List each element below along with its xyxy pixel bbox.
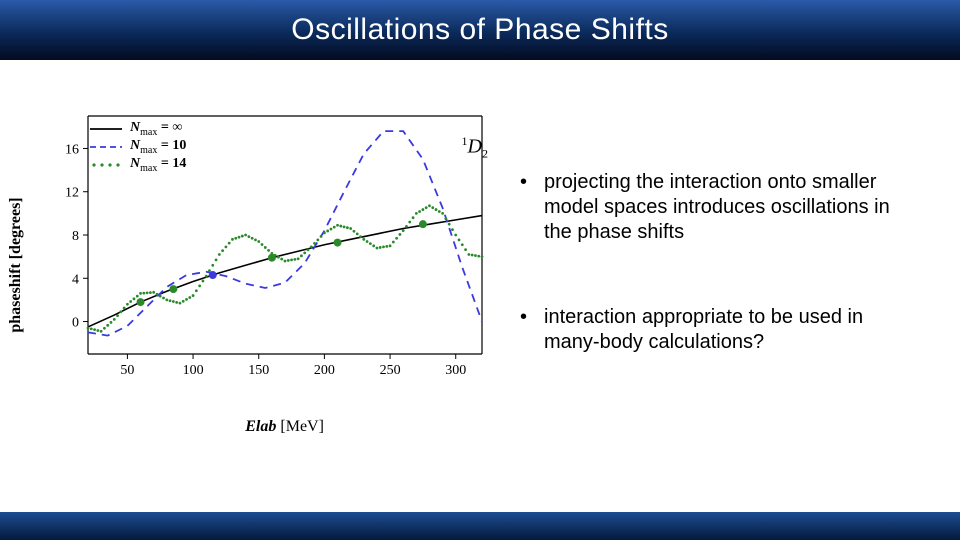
slide-title: Oscillations of Phase Shifts (291, 13, 669, 47)
chart-wrap: phaseshift [degrees] Elab [MeV] 50100150… (20, 100, 510, 430)
xlabel-var: Elab (245, 418, 276, 435)
svg-text:4: 4 (72, 272, 79, 287)
text-column: projecting the interaction onto smaller … (510, 100, 930, 520)
xlabel-unit: [MeV] (280, 418, 324, 435)
svg-text:16: 16 (65, 142, 79, 157)
legend-row: Nmax = 14 (88, 156, 186, 174)
legend-row: Nmax = ∞ (88, 120, 186, 138)
legend-label: Nmax = 14 (130, 156, 186, 174)
bullet-item: interaction appropriate to be used in ma… (510, 305, 910, 355)
x-axis-label: Elab [MeV] (245, 418, 324, 436)
svg-text:50: 50 (120, 363, 134, 378)
content-area: phaseshift [degrees] Elab [MeV] 50 100 150… (0, 60, 960, 540)
y-axis-label: phaseshift [degrees] (7, 197, 25, 332)
svg-text:0: 0 (72, 316, 79, 331)
svg-text:300: 300 (445, 363, 466, 378)
legend-swatch (88, 138, 124, 156)
legend-row: Nmax = 10 (88, 138, 186, 156)
title-bar: Oscillations of Phase Shifts (0, 0, 960, 60)
slide: Oscillations of Phase Shifts phaseshift … (0, 0, 960, 540)
bullet-item: projecting the interaction onto smaller … (510, 170, 910, 245)
svg-text:12: 12 (65, 186, 79, 201)
svg-text:200: 200 (314, 363, 335, 378)
bullet-list: projecting the interaction onto smaller … (510, 170, 910, 355)
chart-legend: Nmax = ∞Nmax = 10Nmax = 14 (88, 120, 186, 174)
partial-wave-label: 1D2 (462, 134, 488, 162)
legend-swatch (88, 120, 124, 138)
legend-swatch (88, 156, 124, 174)
legend-label: Nmax = 10 (130, 138, 186, 156)
svg-text:250: 250 (380, 363, 401, 378)
chart-column: phaseshift [degrees] Elab [MeV] 50 100 150… (0, 100, 510, 520)
bottom-bar (0, 512, 960, 540)
svg-text:8: 8 (72, 229, 79, 244)
legend-label: Nmax = ∞ (130, 120, 182, 138)
svg-text:150: 150 (248, 363, 269, 378)
svg-text:100: 100 (183, 363, 204, 378)
